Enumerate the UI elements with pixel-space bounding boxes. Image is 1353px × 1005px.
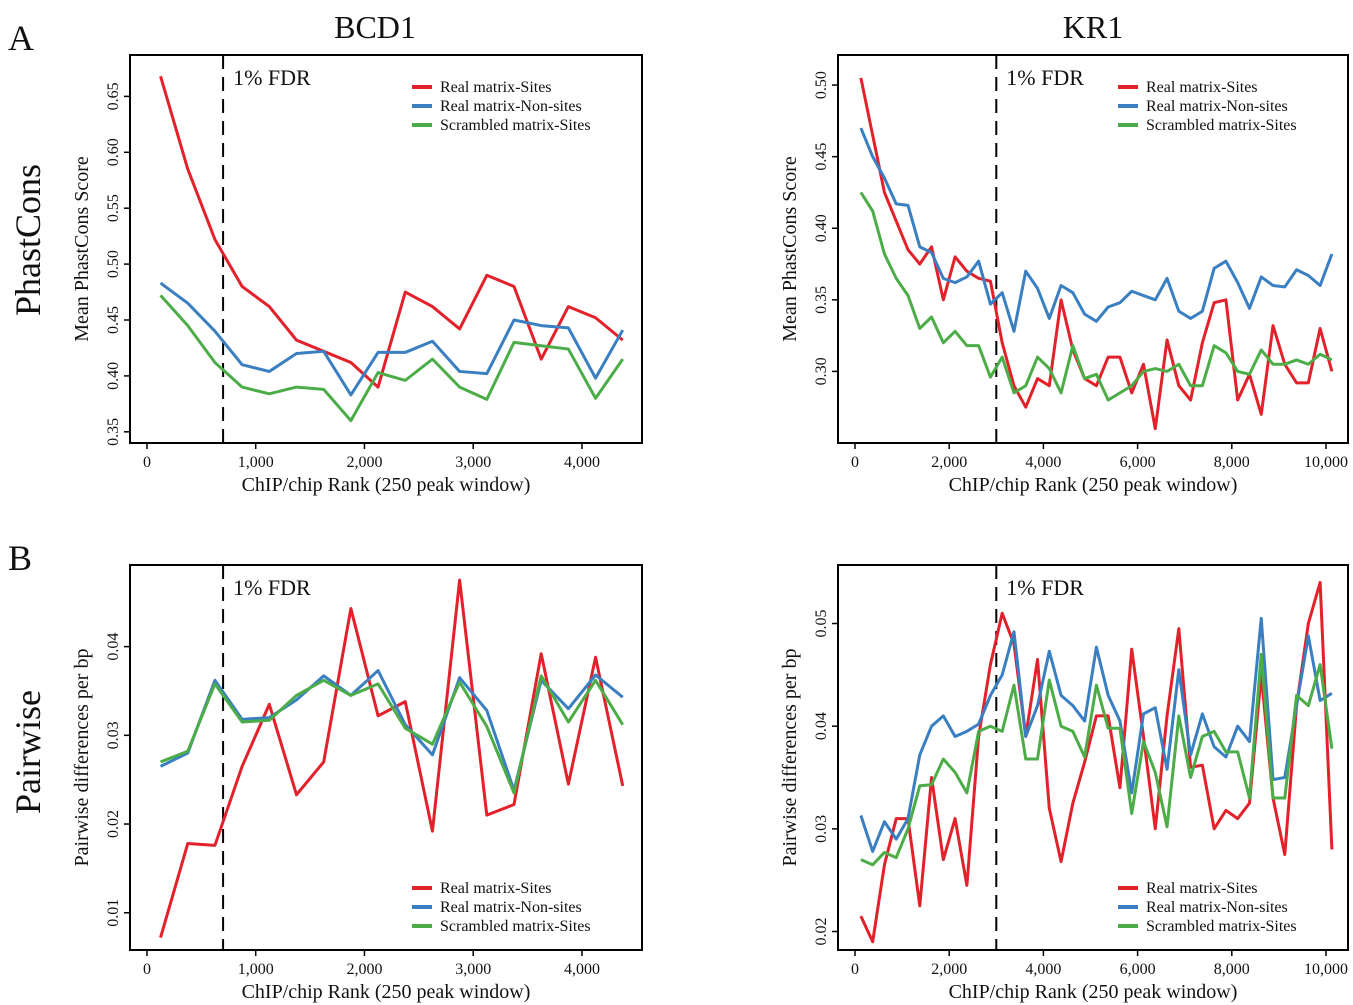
legend-label: Real matrix-Sites xyxy=(1146,880,1258,897)
plot-frame xyxy=(129,54,643,444)
x-tick-label: 8,000 xyxy=(1214,961,1250,978)
series-line xyxy=(860,652,1334,867)
y-tick-label: 0.50 xyxy=(813,71,830,99)
plot-frame xyxy=(837,54,1349,444)
y-tick-label: 0.35 xyxy=(813,286,830,314)
y-tick-label: 0.30 xyxy=(813,357,830,385)
series-line xyxy=(159,281,625,397)
x-tick-label: 3,000 xyxy=(455,961,491,978)
x-tick-label: 0 xyxy=(143,454,151,471)
x-tick-label: 6,000 xyxy=(1120,961,1156,978)
y-axis-label: Mean PhastCons Score xyxy=(71,156,93,342)
y-axis-label: Pairwise differences per bp xyxy=(779,649,801,867)
series-line xyxy=(159,578,625,938)
y-tick-label: 0.03 xyxy=(105,721,122,749)
series-line xyxy=(160,674,625,795)
x-tick-label: 6,000 xyxy=(1120,454,1156,471)
x-axis-label: ChIP/chip Rank (250 peak window) xyxy=(949,981,1238,1003)
x-tick-label: 4,000 xyxy=(564,454,600,471)
y-axis-label: Pairwise differences per bp xyxy=(71,649,93,867)
y-axis-label: Mean PhastCons Score xyxy=(779,156,801,342)
plot-frame xyxy=(129,564,643,951)
column-title: KR1 xyxy=(1063,9,1123,45)
y-tick-label: 0.03 xyxy=(813,815,830,843)
x-tick-label: 2,000 xyxy=(931,454,967,471)
legend-label: Real matrix-Sites xyxy=(1146,79,1258,96)
series-line xyxy=(859,191,1333,402)
panel-label: B xyxy=(8,538,32,578)
x-tick-label: 2,000 xyxy=(931,961,967,978)
legend-label: Scrambled matrix-Sites xyxy=(440,117,591,134)
series-line xyxy=(159,669,624,792)
x-tick-label: 0 xyxy=(143,961,151,978)
x-tick-label: 10,000 xyxy=(1304,454,1348,471)
legend-label: Real matrix-Non-sites xyxy=(440,98,582,115)
x-tick-label: 4,000 xyxy=(564,961,600,978)
annotation: 1% FDR xyxy=(233,65,311,90)
x-tick-label: 3,000 xyxy=(455,454,491,471)
y-tick-label: 0.02 xyxy=(105,810,122,838)
legend-label: Real matrix-Non-sites xyxy=(440,899,582,916)
series-line xyxy=(859,127,1334,333)
x-tick-label: 4,000 xyxy=(1025,961,1061,978)
legend-label: Real matrix-Non-sites xyxy=(1146,899,1288,916)
x-tick-label: 0 xyxy=(851,454,859,471)
y-tick-label: 0.35 xyxy=(105,418,122,446)
x-tick-label: 8,000 xyxy=(1214,454,1250,471)
plot-frame xyxy=(837,564,1349,951)
x-tick-label: 2,000 xyxy=(346,454,382,471)
legend-label: Real matrix-Non-sites xyxy=(1146,98,1288,115)
y-tick-label: 0.60 xyxy=(105,138,122,166)
annotation: 1% FDR xyxy=(233,575,311,600)
legend-label: Scrambled matrix-Sites xyxy=(440,918,591,935)
y-tick-label: 0.40 xyxy=(105,362,122,390)
y-tick-label: 0.65 xyxy=(105,82,122,110)
legend-label: Scrambled matrix-Sites xyxy=(1146,117,1297,134)
x-tick-label: 2,000 xyxy=(346,961,382,978)
y-tick-label: 0.55 xyxy=(105,194,122,222)
column-title: BCD1 xyxy=(334,9,416,45)
panel-label: A xyxy=(8,18,34,58)
x-tick-label: 1,000 xyxy=(238,454,274,471)
y-tick-label: 0.01 xyxy=(105,899,122,927)
series-line xyxy=(159,294,624,423)
legend-label: Scrambled matrix-Sites xyxy=(1146,918,1297,935)
x-axis-label: ChIP/chip Rank (250 peak window) xyxy=(242,474,531,496)
y-tick-label: 0.05 xyxy=(813,610,830,638)
x-axis-label: ChIP/chip Rank (250 peak window) xyxy=(242,981,531,1003)
legend-label: Real matrix-Sites xyxy=(440,880,552,897)
y-tick-label: 0.02 xyxy=(813,918,830,946)
legend-label: Real matrix-Sites xyxy=(440,79,552,96)
series-line xyxy=(159,75,624,389)
y-tick-label: 0.45 xyxy=(813,143,830,171)
y-tick-label: 0.04 xyxy=(813,712,830,740)
annotation: 1% FDR xyxy=(1006,65,1084,90)
x-tick-label: 0 xyxy=(851,961,859,978)
x-tick-label: 10,000 xyxy=(1304,961,1348,978)
y-tick-label: 0.40 xyxy=(813,214,830,242)
row-label: PhastCons xyxy=(8,164,48,316)
row-label: Pairwise xyxy=(8,690,48,814)
series-line xyxy=(859,77,1334,431)
annotation: 1% FDR xyxy=(1006,575,1084,600)
x-tick-label: 4,000 xyxy=(1025,454,1061,471)
x-tick-label: 1,000 xyxy=(238,961,274,978)
series-line xyxy=(859,616,1333,853)
y-tick-label: 0.45 xyxy=(105,306,122,334)
y-tick-label: 0.04 xyxy=(105,633,122,661)
y-tick-label: 0.50 xyxy=(105,250,122,278)
x-axis-label: ChIP/chip Rank (250 peak window) xyxy=(949,474,1238,496)
